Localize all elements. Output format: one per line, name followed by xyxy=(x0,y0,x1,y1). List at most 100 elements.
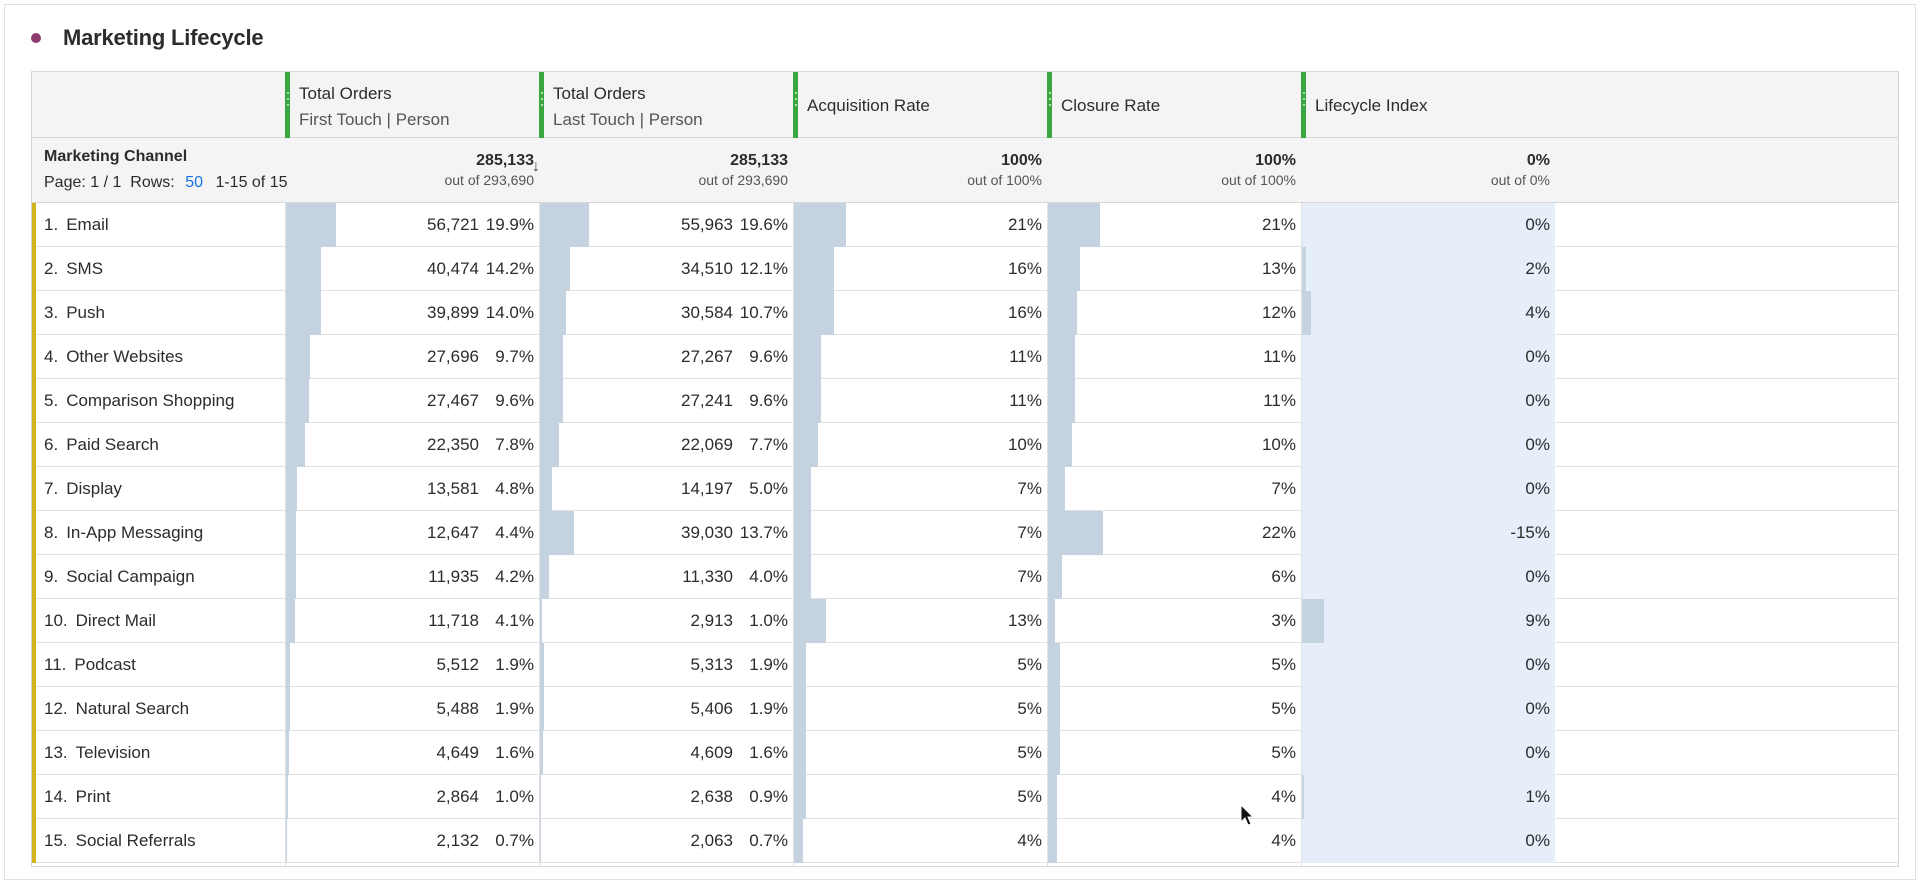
metric-cell-1[interactable]: 4,649 1.6% xyxy=(285,731,539,775)
metric-cell-4[interactable]: 5% xyxy=(1047,643,1301,687)
table-row[interactable]: 13. Television 4,649 1.6% 4,609 1.6% 5% 5% 0% xyxy=(32,731,1898,775)
row-label[interactable]: 6. Paid Search xyxy=(44,435,159,455)
metric-cell-5[interactable]: 0% xyxy=(1301,819,1555,863)
metric-cell-4[interactable]: 5% xyxy=(1047,731,1301,775)
metric-cell-3[interactable]: 5% xyxy=(793,643,1047,687)
metric-cell-1[interactable]: 5,488 1.9% xyxy=(285,687,539,731)
row-label[interactable]: 5. Comparison Shopping xyxy=(44,391,234,411)
metric-cell-5[interactable]: 0% xyxy=(1301,643,1555,687)
metric-cell-3[interactable]: 16% xyxy=(793,291,1047,335)
panel-title[interactable]: Marketing Lifecycle xyxy=(63,25,264,50)
metric-cell-5[interactable]: -15% xyxy=(1301,511,1555,555)
metric-cell-3[interactable]: 7% xyxy=(793,511,1047,555)
metric-cell-5[interactable]: 0% xyxy=(1301,731,1555,775)
metric-cell-5[interactable]: 0% xyxy=(1301,335,1555,379)
metric-cell-1[interactable]: 11,935 4.2% xyxy=(285,555,539,599)
table-row[interactable]: 10. Direct Mail 11,718 4.1% 2,913 1.0% 13% 3% 9% xyxy=(32,599,1898,643)
metric-cell-5[interactable]: 0% xyxy=(1301,379,1555,423)
metric-cell-2[interactable]: 4,609 1.6% xyxy=(539,731,793,775)
metric-cell-1[interactable]: 27,467 9.6% xyxy=(285,379,539,423)
metric-cell-3[interactable]: 13% xyxy=(793,599,1047,643)
metric-cell-5[interactable]: 9% xyxy=(1301,599,1555,643)
metric-cell-1[interactable]: 27,696 9.7% xyxy=(285,335,539,379)
metric-cell-2[interactable]: 55,963 19.6% xyxy=(539,203,793,247)
metric-cell-4[interactable]: 4% xyxy=(1047,819,1301,863)
metric-cell-3[interactable]: 11% xyxy=(793,335,1047,379)
metric-cell-1[interactable]: 39,899 14.0% xyxy=(285,291,539,335)
row-label[interactable]: 15. Social Referrals xyxy=(44,831,196,851)
metric-cell-3[interactable]: 16% xyxy=(793,247,1047,291)
table-row[interactable]: 7. Display 13,581 4.8% 14,197 5.0% 7% 7% 0% xyxy=(32,467,1898,511)
metric-cell-1[interactable]: 11,718 4.1% xyxy=(285,599,539,643)
metric-cell-5[interactable]: 2% xyxy=(1301,247,1555,291)
metric-cell-4[interactable]: 21% xyxy=(1047,203,1301,247)
row-label[interactable]: 10. Direct Mail xyxy=(44,611,156,631)
metric-cell-3[interactable]: 11% xyxy=(793,379,1047,423)
column-header-2[interactable]: Total Orders Last Touch | Person xyxy=(539,72,793,138)
metric-cell-3[interactable]: 4% xyxy=(793,819,1047,863)
table-row[interactable]: 8. In-App Messaging 12,647 4.4% 39,030 13.7% 7… xyxy=(32,511,1898,555)
row-label[interactable]: 12. Natural Search xyxy=(44,699,189,719)
metric-cell-3[interactable]: 5% xyxy=(793,731,1047,775)
drag-handle-icon[interactable] xyxy=(539,72,544,138)
row-label[interactable]: 7. Display xyxy=(44,479,122,499)
drag-handle-icon[interactable] xyxy=(1301,72,1306,138)
metric-cell-1[interactable]: 56,721 19.9% xyxy=(285,203,539,247)
metric-cell-1[interactable]: 13,581 4.8% xyxy=(285,467,539,511)
row-label[interactable]: 1. Email xyxy=(44,215,109,235)
metric-cell-4[interactable]: 6% xyxy=(1047,555,1301,599)
metric-cell-1[interactable]: 5,512 1.9% xyxy=(285,643,539,687)
metric-cell-4[interactable]: 13% xyxy=(1047,247,1301,291)
metric-cell-1[interactable]: 2,864 1.0% xyxy=(285,775,539,819)
table-row[interactable]: 5. Comparison Shopping 27,467 9.6% 27,241 9.6… xyxy=(32,379,1898,423)
metric-cell-5[interactable]: 0% xyxy=(1301,467,1555,511)
table-row[interactable]: 2. SMS 40,474 14.2% 34,510 12.1% 16% 13% 2% xyxy=(32,247,1898,291)
rows-per-page-select[interactable]: 50 xyxy=(185,174,203,191)
metric-cell-4[interactable]: 10% xyxy=(1047,423,1301,467)
metric-cell-2[interactable]: 27,241 9.6% xyxy=(539,379,793,423)
metric-cell-4[interactable]: 11% xyxy=(1047,379,1301,423)
metric-cell-2[interactable]: 14,197 5.0% xyxy=(539,467,793,511)
column-header-4[interactable]: Closure Rate xyxy=(1047,72,1301,138)
dimension-title[interactable]: Marketing Channel xyxy=(44,148,188,165)
drag-handle-icon[interactable] xyxy=(1047,72,1052,138)
row-label[interactable]: 13. Television xyxy=(44,743,150,763)
metric-cell-2[interactable]: 27,267 9.6% xyxy=(539,335,793,379)
table-row[interactable]: 14. Print 2,864 1.0% 2,638 0.9% 5% 4% 1% xyxy=(32,775,1898,819)
row-label[interactable]: 4. Other Websites xyxy=(44,347,183,367)
metric-cell-2[interactable]: 2,063 0.7% xyxy=(539,819,793,863)
metric-cell-2[interactable]: 34,510 12.1% xyxy=(539,247,793,291)
metric-cell-2[interactable]: 39,030 13.7% xyxy=(539,511,793,555)
row-label[interactable]: 8. In-App Messaging xyxy=(44,523,203,543)
table-row[interactable]: 11. Podcast 5,512 1.9% 5,313 1.9% 5% 5% 0% xyxy=(32,643,1898,687)
column-header-3[interactable]: Acquisition Rate xyxy=(793,72,1047,138)
row-label[interactable]: 9. Social Campaign xyxy=(44,567,195,587)
metric-cell-5[interactable]: 0% xyxy=(1301,203,1555,247)
metric-cell-3[interactable]: 5% xyxy=(793,775,1047,819)
metric-cell-4[interactable]: 4% xyxy=(1047,775,1301,819)
metric-cell-5[interactable]: 0% xyxy=(1301,555,1555,599)
metric-cell-5[interactable]: 4% xyxy=(1301,291,1555,335)
metric-cell-2[interactable]: 2,913 1.0% xyxy=(539,599,793,643)
metric-cell-2[interactable]: 22,069 7.7% xyxy=(539,423,793,467)
table-row[interactable]: 15. Social Referrals 2,132 0.7% 2,063 0.7% 4% 4… xyxy=(32,819,1898,863)
table-row[interactable]: 4. Other Websites 27,696 9.7% 27,267 9.6% 11% 1… xyxy=(32,335,1898,379)
metric-cell-3[interactable]: 21% xyxy=(793,203,1047,247)
table-row[interactable]: 6. Paid Search 22,350 7.8% 22,069 7.7% 10% 10% 0… xyxy=(32,423,1898,467)
metric-cell-2[interactable]: 2,638 0.9% xyxy=(539,775,793,819)
metric-cell-5[interactable]: 1% xyxy=(1301,775,1555,819)
table-row[interactable]: 12. Natural Search 5,488 1.9% 5,406 1.9% 5% 5% 0… xyxy=(32,687,1898,731)
table-row[interactable]: 9. Social Campaign 11,935 4.2% 11,330 4.0% 7% 6… xyxy=(32,555,1898,599)
metric-cell-3[interactable]: 10% xyxy=(793,423,1047,467)
metric-cell-2[interactable]: 5,406 1.9% xyxy=(539,687,793,731)
metric-cell-4[interactable]: 5% xyxy=(1047,687,1301,731)
arrow-down-icon[interactable]: ↓ xyxy=(532,158,540,175)
row-label[interactable]: 14. Print xyxy=(44,787,111,807)
metric-cell-3[interactable]: 5% xyxy=(793,687,1047,731)
row-label[interactable]: 11. Podcast xyxy=(44,655,136,675)
metric-cell-3[interactable]: 7% xyxy=(793,467,1047,511)
column-header-1[interactable]: Total Orders First Touch | Person xyxy=(285,72,539,138)
drag-handle-icon[interactable] xyxy=(793,72,798,138)
column-header-5[interactable]: Lifecycle Index xyxy=(1301,72,1555,138)
metric-cell-1[interactable]: 22,350 7.8% xyxy=(285,423,539,467)
